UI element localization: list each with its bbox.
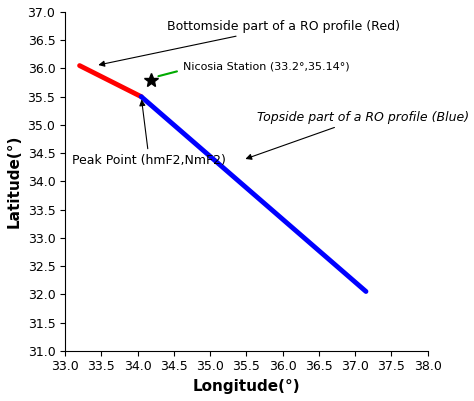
Y-axis label: Latitude(°): Latitude(°) [7,135,22,228]
Text: Topside part of a RO profile (Blue): Topside part of a RO profile (Blue) [246,111,469,159]
Text: Bottomside part of a RO profile (Red): Bottomside part of a RO profile (Red) [100,20,400,66]
Text: Nicosia Station (33.2°,35.14°): Nicosia Station (33.2°,35.14°) [182,61,349,71]
X-axis label: Longitude(°): Longitude(°) [192,379,300,394]
Text: Peak Point (hmF2,NmF2): Peak Point (hmF2,NmF2) [73,101,226,167]
